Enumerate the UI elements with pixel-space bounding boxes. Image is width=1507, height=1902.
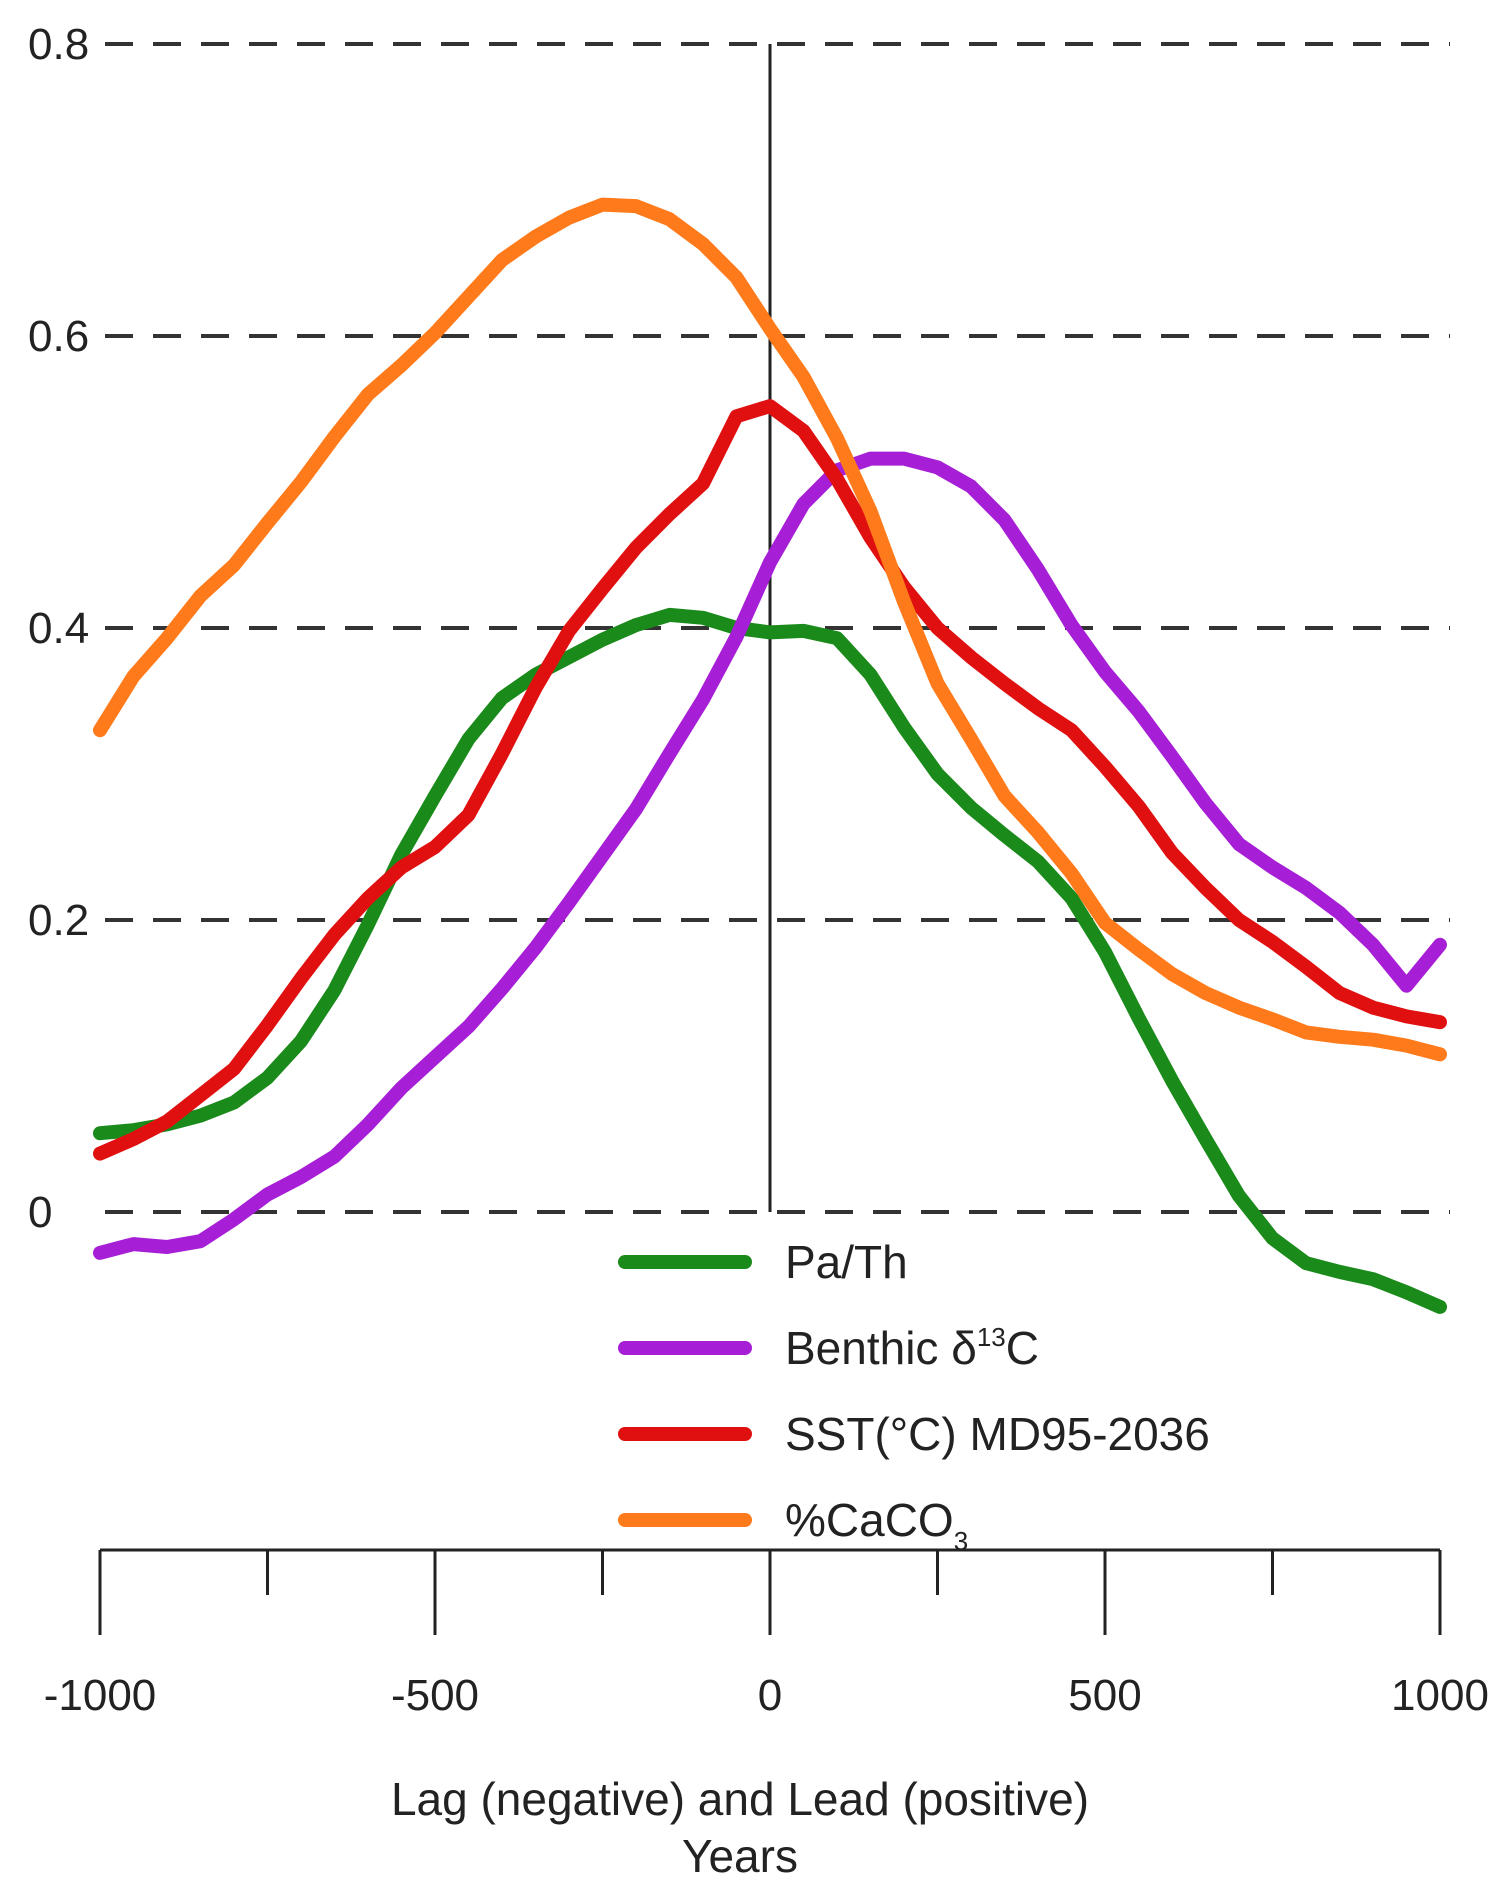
x-tick-label: 500 [1068, 1671, 1141, 1720]
series-line-sst-c-md95-2036 [93, 399, 1447, 1161]
series-line-benthic-13c [93, 451, 1447, 1260]
x-tick-label: 1000 [1391, 1671, 1489, 1720]
x-tick-label: -1000 [44, 1671, 157, 1720]
legend-label-benthic-13c: Benthic δ13C [785, 1322, 1039, 1374]
axes: 0 0.2 0.4 0.6 0.8 -1000 -500 0 500 1000 [28, 20, 1489, 1720]
x-tick-label: 0 [758, 1671, 782, 1720]
legend-label-caco3: %CaCO3 [785, 1494, 968, 1556]
series-line-pa-th [93, 607, 1447, 1314]
x-tick-label: -500 [391, 1671, 479, 1720]
series-lines [93, 197, 1447, 1314]
x-axis-title: Lag (negative) and Lead (positive) [391, 1773, 1089, 1825]
y-tick-label: 0.6 [28, 312, 89, 361]
legend-label-pa-th: Pa/Th [785, 1236, 908, 1288]
series-line-caco3 [93, 197, 1447, 1062]
y-tick-label: 0 [28, 1188, 52, 1237]
x-axis-title-line2: Years [682, 1830, 798, 1882]
legend: Pa/Th Benthic δ13C SST(°C) MD95-2036 %CaCO3 [618, 1236, 1210, 1556]
y-tick-label: 0.4 [28, 604, 89, 653]
y-tick-label: 0.8 [28, 20, 89, 69]
legend-label-sst-c-md95-2036: SST(°C) MD95-2036 [785, 1408, 1210, 1460]
y-tick-label: 0.2 [28, 896, 89, 945]
